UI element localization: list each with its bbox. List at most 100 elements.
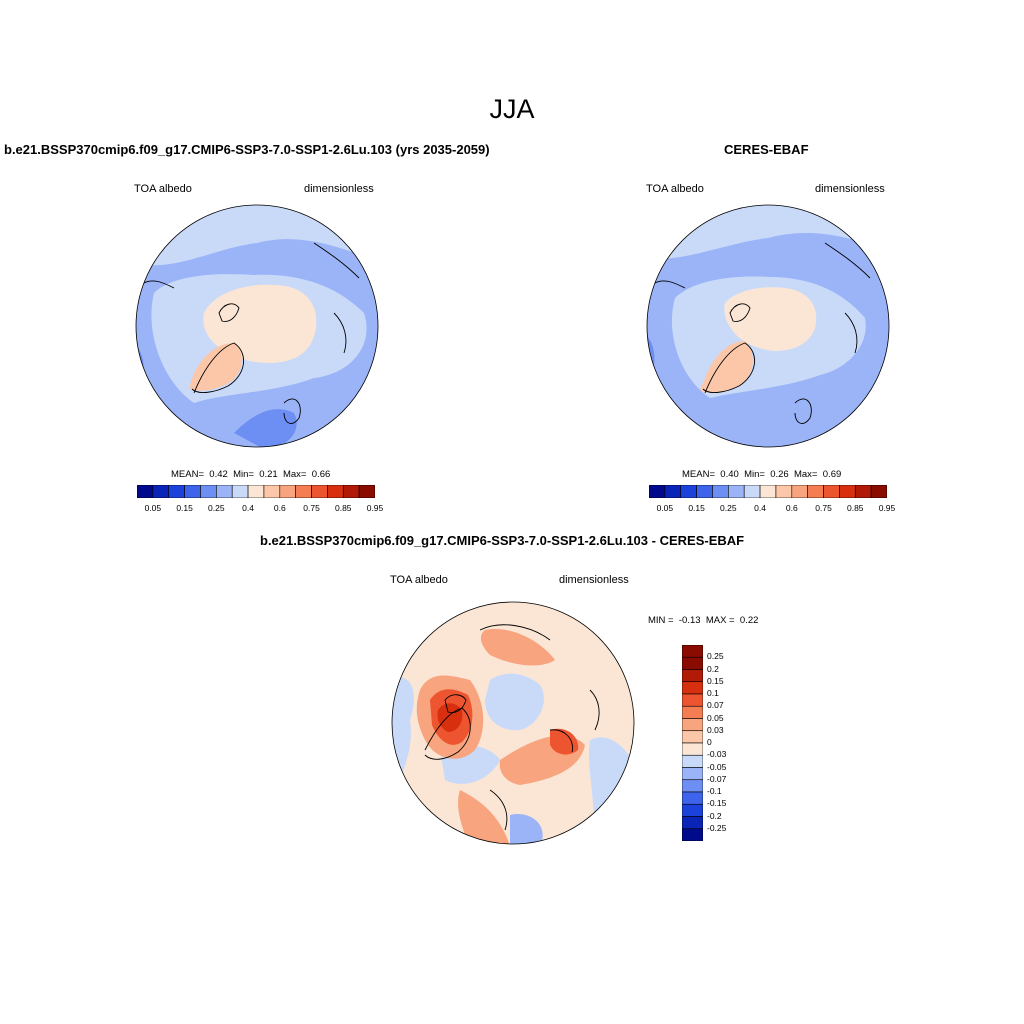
diff-colorbar-box <box>682 730 703 744</box>
obs-colorbar-box <box>807 485 824 498</box>
model-mean-label: MEAN= <box>171 469 204 480</box>
diff-colorbar-box <box>682 803 703 817</box>
obs-colorbar <box>649 485 887 498</box>
diff-colorbar <box>682 645 703 841</box>
diff-colorbar-tick-label: 0.03 <box>707 724 724 735</box>
obs-colorbar-box <box>759 485 777 498</box>
diff-colorbar-tick-label: 0.15 <box>707 675 724 686</box>
diff-colorbar-tick-label: 0.07 <box>707 700 724 711</box>
model-colorbar-box <box>168 485 185 498</box>
obs-colorbar-box <box>680 485 697 498</box>
obs-colorbar-tick-label: 0.4 <box>754 503 766 513</box>
diff-max-value: 0.22 <box>739 615 759 626</box>
diff-colorbar-tick-label: -0.2 <box>707 810 722 821</box>
diff-colorbar-tick-label: -0.07 <box>707 773 727 784</box>
obs-colorbar-box <box>775 485 793 498</box>
obs-colorbar-tick-label: 0.95 <box>878 503 896 513</box>
obs-colorbar-tick-label: 0.75 <box>815 503 832 513</box>
model-colorbar-tick-label: 0.85 <box>334 503 352 513</box>
obs-colorbar-box <box>839 485 856 498</box>
diff-colorbar-tick-label: -0.05 <box>707 761 727 772</box>
diff-units-label: dimensionless <box>559 574 629 586</box>
diff-colorbar-tick-label: -0.15 <box>707 798 727 809</box>
model-colorbar-tick-label: 0.4 <box>242 503 254 513</box>
obs-colorbar-tick-label: 0.15 <box>688 503 705 513</box>
model-colorbar-tick-label: 0.95 <box>366 503 384 513</box>
diff-colorbar-box <box>682 681 703 695</box>
diff-colorbar-box <box>682 669 703 683</box>
model-colorbar <box>137 485 375 498</box>
diff-colorbar-box <box>682 767 703 781</box>
diff-colorbar-box <box>682 828 703 841</box>
obs-colorbar-tick-label: 0.25 <box>720 503 737 513</box>
diff-colorbar-tick-label: -0.1 <box>707 786 722 796</box>
model-colorbar-box <box>263 485 281 498</box>
model-colorbar-box <box>327 485 344 498</box>
obs-colorbar-box <box>712 485 729 498</box>
diff-colorbar-box <box>682 718 703 732</box>
obs-mean-label: MEAN= <box>682 469 715 480</box>
obs-min-label: Min= <box>744 469 765 480</box>
model-colorbar-box <box>311 485 328 498</box>
diff-colorbar-box <box>682 645 703 658</box>
diff-colorbar-ticks: 0.25 0.2 0.15 0.1 0.07 0.05 0.03 0 -0.03 -0.05 -0.… <box>707 645 747 841</box>
model-colorbar-box <box>231 485 249 498</box>
model-colorbar-tick-label: 0.15 <box>176 503 193 513</box>
diff-colorbar-tick-label: 0.2 <box>707 663 719 674</box>
model-colorbar-box <box>200 485 217 498</box>
model-colorbar-box <box>184 485 201 498</box>
model-colorbar-ticks: 0.05 0.15 0.25 0.4 0.6 0.75 0.85 0.95 <box>137 503 384 515</box>
diff-variable-label: TOA albedo <box>390 574 448 586</box>
model-polar-map <box>135 204 379 448</box>
model-colorbar-box <box>247 485 265 498</box>
diff-colorbar-box <box>682 656 703 670</box>
model-stats: MEAN= 0.42 Min= 0.21 Max= 0.66 <box>171 469 330 480</box>
obs-colorbar-tick-label: 0.6 <box>785 503 798 513</box>
obs-colorbar-box <box>696 485 713 498</box>
diff-max-label: MAX = <box>705 615 735 626</box>
model-max-value: 0.66 <box>311 469 331 480</box>
model-colorbar-box <box>342 485 360 498</box>
obs-colorbar-box <box>791 485 808 498</box>
obs-stats: MEAN= 0.40 Min= 0.26 Max= 0.69 <box>682 469 841 480</box>
model-panel-title: b.e21.BSSP370cmip6.f09_g17.CMIP6-SSP3-7.… <box>4 142 490 157</box>
diff-colorbar-box <box>682 754 703 768</box>
model-units-label: dimensionless <box>304 183 374 195</box>
obs-mean-value: 0.40 <box>720 469 739 480</box>
model-min-value: 0.21 <box>259 469 278 480</box>
obs-colorbar-box <box>649 485 666 498</box>
diff-colorbar-box <box>682 816 703 830</box>
diff-panel-title: b.e21.BSSP370cmip6.f09_g17.CMIP6-SSP3-7.… <box>260 533 745 548</box>
obs-polar-map <box>646 204 890 448</box>
diff-colorbar-box <box>682 742 703 756</box>
diff-colorbar-tick-label: -0.25 <box>707 822 727 833</box>
diff-colorbar-tick-label: -0.03 <box>707 749 727 760</box>
diff-min-label: MIN = <box>648 615 674 626</box>
model-colorbar-box <box>216 485 233 498</box>
season-title: JJA <box>489 94 535 124</box>
diff-min-value: -0.13 <box>678 615 701 626</box>
obs-colorbar-tick-label: 0.85 <box>846 503 864 513</box>
model-colorbar-tick-label: 0.25 <box>208 503 225 513</box>
model-colorbar-box <box>295 485 312 498</box>
obs-colorbar-box <box>854 485 872 498</box>
obs-variable-label: TOA albedo <box>646 183 704 195</box>
obs-colorbar-box <box>664 485 682 498</box>
obs-max-value: 0.69 <box>822 469 842 480</box>
model-colorbar-box <box>279 485 296 498</box>
model-max-label: Max= <box>282 469 307 480</box>
obs-min-value: 0.26 <box>770 469 789 480</box>
obs-colorbar-box <box>743 485 761 498</box>
model-colorbar-tick-label: 0.75 <box>303 503 320 513</box>
obs-panel-title: CERES-EBAF <box>724 142 809 157</box>
diff-colorbar-box <box>682 791 703 805</box>
diff-colorbar-tick-label: 0 <box>707 737 712 747</box>
model-variable-label: TOA albedo <box>134 183 192 195</box>
diff-colorbar-tick-label: 0.25 <box>707 651 724 662</box>
diff-colorbar-box <box>682 779 703 793</box>
obs-colorbar-ticks: 0.05 0.15 0.25 0.4 0.6 0.75 0.85 0.95 <box>649 503 896 515</box>
model-colorbar-tick-label: 0.6 <box>273 503 286 513</box>
model-colorbar-box <box>358 485 375 498</box>
diff-stats: MIN = -0.13 MAX = 0.22 <box>648 615 758 626</box>
model-colorbar-box <box>137 485 154 498</box>
